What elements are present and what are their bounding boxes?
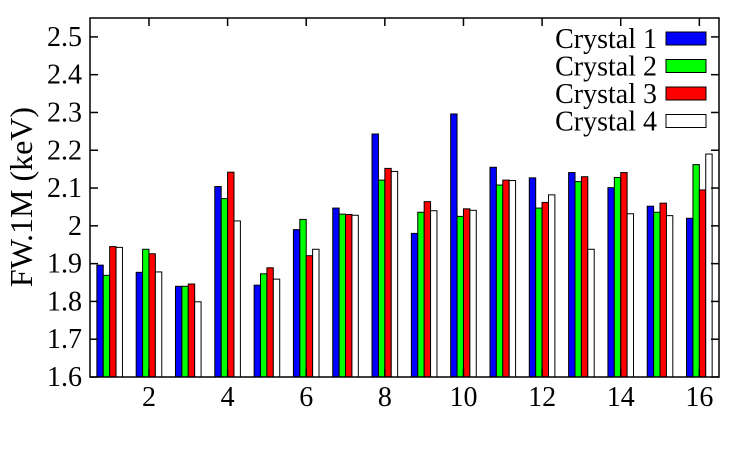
bar-crystal-4-15 [665, 215, 674, 378]
y-tick-label: 1.7 [47, 324, 82, 355]
bar-crystal-3-10 [462, 208, 471, 378]
bar-crystal-3-5 [266, 267, 274, 378]
bar-crystal-3-8 [384, 167, 392, 378]
x-tick-label: 6 [299, 382, 313, 413]
bar-crystal-3-9 [423, 201, 432, 378]
bar-crystal-1-15 [646, 205, 655, 378]
bar-crystal-2-7 [338, 213, 347, 378]
bar-crystal-2-10 [456, 215, 464, 378]
legend-label: Crystal 3 [555, 79, 657, 110]
bar-crystal-3-1 [109, 246, 117, 378]
y-tick-label: 2.1 [47, 173, 82, 204]
bar-crystal-1-5 [253, 284, 262, 378]
x-tick-label: 10 [449, 382, 477, 413]
bar-crystal-4-11 [508, 179, 517, 378]
y-tick-label: 1.8 [47, 286, 82, 317]
legend-label: Crystal 4 [555, 107, 657, 138]
bar-crystal-2-1 [102, 274, 111, 378]
bar-crystal-4-4 [233, 220, 241, 378]
bar-crystal-1-14 [607, 187, 615, 378]
bar-crystal-3-16 [698, 189, 707, 378]
bar-crystal-2-5 [260, 273, 268, 378]
legend-swatch [665, 114, 707, 128]
legend-label: Crystal 1 [555, 24, 657, 55]
y-axis-title: FW.1M (keV) [3, 107, 39, 287]
bar-crystal-2-6 [299, 218, 307, 378]
y-tick-label: 2 [68, 211, 82, 242]
bar-crystal-1-16 [686, 217, 694, 378]
bar-crystal-1-7 [332, 207, 340, 378]
bar-crystal-3-2 [148, 253, 156, 378]
bar-crystal-4-8 [390, 170, 399, 378]
bar-crystal-2-16 [692, 164, 700, 378]
bar-crystal-3-3 [187, 283, 196, 378]
bar-crystal-3-13 [580, 176, 589, 378]
x-tick-label: 2 [142, 382, 156, 413]
x-tick-label: 8 [378, 382, 392, 413]
bar-crystal-2-15 [653, 211, 661, 378]
x-tick-label: 16 [685, 382, 713, 413]
bar-crystal-4-6 [312, 248, 320, 378]
bar-crystal-4-7 [351, 214, 359, 378]
bar-crystal-4-3 [194, 301, 202, 378]
bar-crystal-2-13 [574, 181, 582, 378]
legend-label: Crystal 2 [555, 52, 657, 83]
bar-crystal-4-5 [272, 278, 281, 378]
x-tick-label: 14 [607, 382, 635, 413]
x-axis: 2 4 6 8 10 12 14 16 [142, 18, 713, 413]
y-tick-label: 2.4 [47, 60, 82, 91]
bar-crystal-1-2 [135, 271, 144, 378]
bar-crystal-4-10 [469, 209, 477, 378]
bar-crystal-1-8 [371, 133, 379, 378]
y-tick-label: 2.2 [47, 135, 82, 166]
bar-crystal-2-9 [417, 211, 425, 378]
bar-crystal-2-8 [377, 179, 386, 378]
bars-layer [96, 113, 713, 378]
bar-crystal-2-11 [495, 184, 504, 378]
x-tick-label: 12 [528, 382, 556, 413]
bar-crystal-1-11 [489, 166, 497, 378]
legend-swatch [665, 31, 707, 46]
bar-crystal-4-13 [587, 248, 595, 378]
bar-crystal-1-4 [214, 186, 222, 378]
bar-crystal-3-14 [620, 172, 628, 378]
y-tick-label: 2.3 [47, 97, 82, 128]
bar-crystal-4-2 [154, 271, 163, 378]
bar-crystal-3-12 [541, 201, 549, 378]
bar-crystal-3-4 [227, 171, 235, 378]
bar-crystal-1-3 [174, 285, 183, 378]
bar-crystal-1-13 [568, 172, 576, 378]
bar-crystal-1-12 [528, 177, 537, 378]
plot-border [89, 17, 720, 378]
y-tick-label: 1.9 [47, 249, 82, 280]
bar-crystal-2-4 [220, 198, 229, 378]
bar-crystal-2-14 [613, 176, 622, 378]
y-tick-label: 2.5 [47, 22, 82, 53]
legend-swatch [665, 59, 707, 73]
bar-crystal-4-12 [547, 194, 556, 378]
legend-swatch [665, 86, 707, 101]
x-tick-label: 4 [221, 382, 235, 413]
bar-crystal-1-1 [96, 264, 104, 378]
bar-crystal-3-6 [305, 255, 314, 378]
bar-crystal-2-3 [181, 285, 189, 378]
bar-crystal-3-11 [502, 179, 510, 378]
bar-crystal-2-12 [535, 207, 543, 378]
bar-crystal-1-6 [292, 229, 301, 378]
bar-crystal-1-10 [450, 113, 458, 378]
bar-crystal-3-7 [345, 214, 353, 378]
bar-crystal-2-2 [142, 248, 150, 378]
y-tick-label: 1.6 [47, 362, 82, 393]
bar-crystal-3-15 [659, 202, 667, 378]
bar-crystal-4-14 [626, 213, 635, 378]
bar-crystal-1-9 [410, 232, 419, 378]
y-axis: 1.6 1.7 1.8 1.9 2 2.1 2.2 2.3 2.4 2.5 [47, 22, 719, 393]
bar-crystal-4-9 [430, 210, 438, 378]
plot-frame [89, 17, 720, 378]
bar-crystal-4-1 [115, 246, 123, 378]
